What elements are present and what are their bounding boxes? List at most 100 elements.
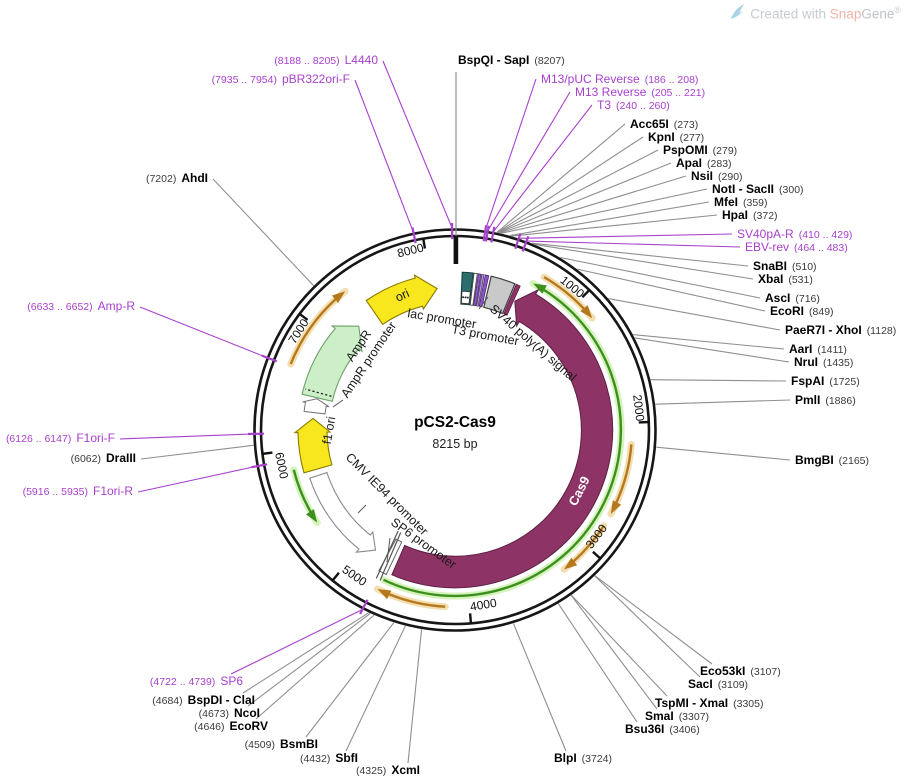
enzyme-label-part: (6062) [71,453,101,465]
feature-f1-ori [293,417,333,474]
enzyme-label-part: (3109) [718,679,748,691]
enzyme-label-part: (283) [707,158,732,170]
enzyme-callout-kpni [497,136,644,233]
enzyme-label-part: AhdI [181,171,208,185]
snapgene-logo-icon [729,3,745,23]
enzyme-callout-blpi [512,623,567,752]
enzyme-callout-fspai [650,379,787,382]
tick-1000 [581,288,591,299]
enzyme-callout-xcmi [407,629,423,764]
enzyme-label-apai: ApaI (283) [676,156,732,170]
enzyme-label-part: (273) [674,119,699,131]
tick-label-6000: 6000 [272,451,291,480]
enzyme-label-part: EcoRV [230,719,268,733]
tick-8000 [421,237,427,249]
orf-arc-orange-4-arrowhead [377,589,392,600]
enzyme-label-part: (359) [743,197,768,209]
enzyme-label-part: AscI [765,291,790,305]
feature-primer-stripe-2 [476,273,485,307]
lac-operator-dot-2 [466,296,469,299]
primer-label-sv40pa-r: SV40pA-R (410 .. 429) [737,227,852,241]
tick-7000 [298,312,309,321]
enzyme-label-asci: AscI (716) [765,291,820,305]
enzyme-callout-ncoi [247,612,371,707]
enzyme-label-part: MfeI [714,195,738,209]
enzyme-label-part: (4646) [194,721,224,733]
feature-break-slash-1 [379,532,402,581]
enzyme-callout-bsu36i [557,603,638,723]
enzyme-label-part: BmgBI [795,453,834,467]
enzyme-callout-aari [633,334,785,350]
enzyme-callout-ecorv [255,614,375,720]
watermark-registered: ® [894,4,901,15]
enzyme-label-saci: SacI (3109) [688,677,748,691]
enzyme-label-part: (3107) [750,666,780,678]
feature-primer-stripe-3 [478,274,490,308]
feature-ampr-promoter [302,398,330,415]
enzyme-callout-ahdi [212,178,315,287]
enzyme-label-part: KpnI [648,130,675,144]
enzyme-label-part: AarI [789,342,812,356]
enzyme-callout-snabi [531,242,749,267]
orf-arc-orange-1-arrowhead [580,305,593,319]
primer-label-part: T3 [597,98,611,112]
enzyme-label-part: (277) [680,132,705,144]
feature-sv40-cas9-junction-stripe [503,283,521,316]
primer-label-part: L4440 [345,53,379,67]
enzyme-label-part: XbaI [758,272,783,286]
feature-ori [365,274,438,326]
enzyme-label-xbai: XbaI (531) [758,272,813,286]
tick-6000 [261,451,273,456]
enzyme-site-tick-bspqi-sapi [453,236,459,264]
orf-arc-orange-2-arrowhead [610,500,622,514]
primer-label-part: (8188 .. 8205) [274,55,339,67]
enzyme-label-bsmbi: (4509) BsmBI [245,737,318,751]
enzyme-callout-nrui [634,337,790,363]
enzyme-label-part: (3305) [733,698,763,710]
lac-operator-dot-0 [462,296,465,299]
orf-arc-orange-3-arrowhead [564,557,578,570]
primer-label-part: Amp-R [98,299,136,313]
enzyme-label-part: NcoI [234,706,260,720]
enzyme-callout-pspomi [497,149,659,234]
primer-callout-sv40pa-r [518,233,733,239]
enzyme-label-sbfi: (4432) SbfI [300,751,358,765]
primer-label-part: F1ori-F [76,431,115,445]
feature-label-ori: ori [393,286,412,305]
tick-5000 [331,572,340,583]
tick-3000 [592,550,602,560]
enzyme-callout-bsmbi [305,622,395,738]
enzyme-label-draiii: (6062) DraIII [71,451,136,465]
enzyme-label-part: EcoRI [770,304,804,318]
enzyme-label-part: (3724) [582,753,612,765]
snapgene-watermark: Created with SnapGene® [729,3,901,23]
enzyme-callout-pmli [655,399,791,405]
feature-ampr [301,325,363,402]
primer-site-tick-amp-r [261,354,278,363]
enzyme-label-part: (510) [792,261,817,273]
enzyme-label-part: (1128) [867,325,897,337]
orf-arc-green-cas9-arrowhead [533,283,547,294]
primer-label-part: EBV-rev [745,240,789,254]
enzyme-callout-xbai [534,243,754,280]
enzyme-label-aari: AarI (1411) [789,342,847,356]
primer-label-part: (205 .. 221) [651,87,705,99]
primer-label-amp-r: (6633 .. 6652) Amp-R [27,299,135,313]
primer-callout-amp-r [139,306,267,358]
enzyme-label-part: (1411) [817,344,847,356]
enzyme-label-part: XcmI [391,763,420,777]
enzyme-label-part: (1435) [823,357,853,369]
watermark-brand-snap: Snap [829,6,862,22]
enzyme-label-part: PspOMI [663,143,708,157]
orf-arc-green-small-line [292,469,312,513]
primer-site-tick-m13-puc-reverse [482,225,488,242]
enzyme-label-part: (7202) [146,173,176,185]
enzyme-label-part: (279) [713,145,738,157]
enzyme-label-part: BsmBI [280,737,318,751]
primer-label-part: SP6 [220,674,243,688]
enzyme-callout-nsii [499,175,687,234]
enzyme-label-part: Acc65I [630,117,669,131]
enzyme-label-part: SnaBI [753,259,787,273]
enzyme-label-acc65i: Acc65I (273) [630,117,698,131]
enzyme-label-part: (4673) [199,708,229,720]
